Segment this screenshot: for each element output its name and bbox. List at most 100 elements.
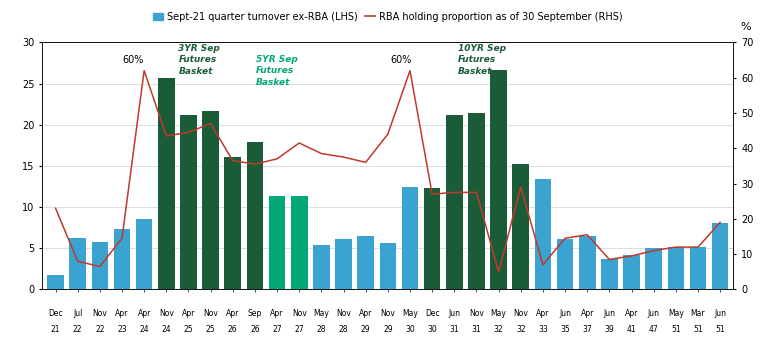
Text: Jun: Jun xyxy=(604,309,615,318)
Text: %: % xyxy=(740,23,751,32)
Bar xyxy=(224,157,241,289)
Bar xyxy=(601,259,617,289)
Text: 28: 28 xyxy=(316,325,326,334)
Bar xyxy=(645,248,662,289)
Text: 39: 39 xyxy=(604,325,614,334)
Bar xyxy=(446,115,462,289)
Text: Apr: Apr xyxy=(536,309,550,318)
Legend: Sept-21 quarter turnover ex-RBA (LHS), RBA holding proportion as of 30 September: Sept-21 quarter turnover ex-RBA (LHS), R… xyxy=(149,8,627,25)
Bar xyxy=(402,187,419,289)
Text: 37: 37 xyxy=(582,325,592,334)
Text: 51: 51 xyxy=(671,325,680,334)
Text: May: May xyxy=(491,309,507,318)
Text: Apr: Apr xyxy=(226,309,240,318)
Bar xyxy=(47,275,64,289)
Text: Dec: Dec xyxy=(48,309,63,318)
Text: Nov: Nov xyxy=(292,309,306,318)
Bar xyxy=(490,70,507,289)
Text: Jul: Jul xyxy=(73,309,82,318)
Text: 30: 30 xyxy=(405,325,415,334)
Bar xyxy=(136,220,153,289)
Bar xyxy=(69,238,86,289)
Text: 22: 22 xyxy=(95,325,104,334)
Text: Nov: Nov xyxy=(92,309,108,318)
Text: May: May xyxy=(668,309,684,318)
Bar xyxy=(114,228,131,289)
Bar xyxy=(247,142,263,289)
Text: 31: 31 xyxy=(472,325,482,334)
Bar xyxy=(313,245,329,289)
Text: 51: 51 xyxy=(694,325,703,334)
Text: 10YR Sep
Futures
Basket: 10YR Sep Futures Basket xyxy=(458,44,506,76)
Text: Apr: Apr xyxy=(625,309,638,318)
Bar xyxy=(690,247,707,289)
Bar xyxy=(535,179,551,289)
Text: 29: 29 xyxy=(361,325,370,334)
Bar xyxy=(91,242,108,289)
Text: 51: 51 xyxy=(715,325,725,334)
Text: Apr: Apr xyxy=(115,309,129,318)
Text: 21: 21 xyxy=(51,325,60,334)
Text: 24: 24 xyxy=(139,325,149,334)
Text: 33: 33 xyxy=(538,325,548,334)
Text: 31: 31 xyxy=(449,325,459,334)
Bar xyxy=(557,239,574,289)
Text: Mar: Mar xyxy=(690,309,705,318)
Text: 27: 27 xyxy=(294,325,304,334)
Text: May: May xyxy=(313,309,329,318)
Text: Nov: Nov xyxy=(336,309,351,318)
Bar xyxy=(335,239,352,289)
Text: 35: 35 xyxy=(560,325,570,334)
Bar xyxy=(357,236,374,289)
Text: Dec: Dec xyxy=(425,309,439,318)
Text: Jun: Jun xyxy=(714,309,727,318)
Text: Jun: Jun xyxy=(559,309,571,318)
Text: 28: 28 xyxy=(339,325,348,334)
Text: Nov: Nov xyxy=(204,309,218,318)
Bar xyxy=(202,111,219,289)
Bar xyxy=(269,196,286,289)
Text: 60%: 60% xyxy=(390,55,412,65)
Text: Apr: Apr xyxy=(270,309,283,318)
Text: 25: 25 xyxy=(184,325,194,334)
Text: 5YR Sep
Futures
Basket: 5YR Sep Futures Basket xyxy=(256,55,298,86)
Text: May: May xyxy=(402,309,418,318)
Text: 29: 29 xyxy=(383,325,392,334)
Text: 32: 32 xyxy=(516,325,525,334)
Text: 26: 26 xyxy=(228,325,237,334)
Bar xyxy=(180,115,197,289)
Text: 32: 32 xyxy=(494,325,503,334)
Text: 47: 47 xyxy=(649,325,659,334)
Bar xyxy=(623,255,640,289)
Text: Sep: Sep xyxy=(248,309,262,318)
Text: Nov: Nov xyxy=(513,309,528,318)
Text: 27: 27 xyxy=(273,325,282,334)
Text: 26: 26 xyxy=(250,325,260,334)
Bar xyxy=(158,78,174,289)
Bar xyxy=(512,164,529,289)
Text: Apr: Apr xyxy=(359,309,372,318)
Text: 60%: 60% xyxy=(122,55,144,65)
Text: 25: 25 xyxy=(206,325,215,334)
Text: Jun: Jun xyxy=(647,309,660,318)
Bar xyxy=(379,243,396,289)
Text: 23: 23 xyxy=(118,325,127,334)
Bar xyxy=(712,223,729,289)
Text: Nov: Nov xyxy=(380,309,396,318)
Text: Apr: Apr xyxy=(581,309,594,318)
Bar xyxy=(291,196,307,289)
Text: 41: 41 xyxy=(627,325,637,334)
Text: Nov: Nov xyxy=(469,309,484,318)
Bar xyxy=(579,236,595,289)
Bar xyxy=(424,188,441,289)
Text: Jun: Jun xyxy=(449,309,460,318)
Text: 3YR Sep
Futures
Basket: 3YR Sep Futures Basket xyxy=(178,44,220,76)
Text: Apr: Apr xyxy=(137,309,151,318)
Bar xyxy=(468,113,485,289)
Bar xyxy=(667,247,684,289)
Text: Nov: Nov xyxy=(159,309,174,318)
Text: 30: 30 xyxy=(427,325,437,334)
Text: Apr: Apr xyxy=(182,309,195,318)
Text: 24: 24 xyxy=(161,325,171,334)
Text: 22: 22 xyxy=(73,325,82,334)
